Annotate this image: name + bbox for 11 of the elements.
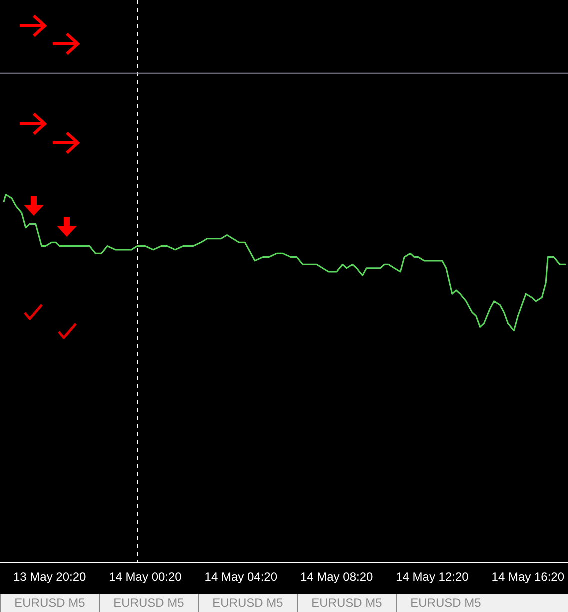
x-tick-label: 13 May 20:20	[13, 570, 87, 584]
x-tick-label: 14 May 04:20	[204, 570, 278, 584]
text: EURUSD M5	[99, 594, 198, 612]
x-tick-label: 14 May 16:20	[492, 570, 565, 584]
text: EURUSD M5	[198, 594, 297, 612]
x-tick-label: 14 May 00:20	[109, 570, 182, 584]
x-tick-label: 14 May 08:20	[300, 570, 374, 584]
x-tick-label: 14 May 12:20	[396, 570, 470, 584]
text: EURUSD M5	[396, 594, 495, 612]
text: EURUSD M5	[0, 594, 99, 612]
text: EURUSD M5	[297, 594, 396, 612]
